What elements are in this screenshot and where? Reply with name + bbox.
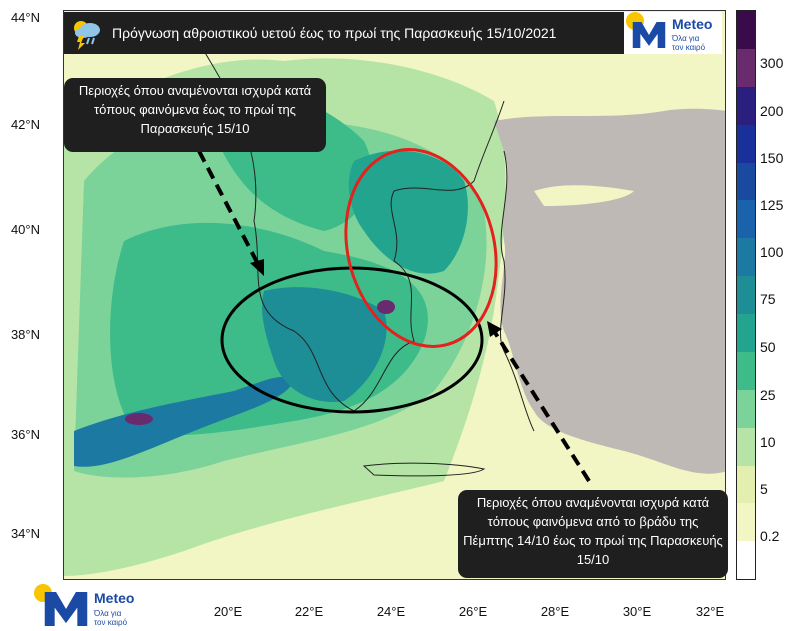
colorbar-label-0-2: 0.2 [760, 528, 780, 544]
turkey-west-coast [500, 150, 535, 432]
rain-cloud-lightning-icon [74, 21, 100, 50]
arrow-east-head [487, 321, 502, 337]
colorbar-segment [737, 48, 755, 87]
lat-label-36: 36°N [10, 427, 40, 442]
colorbar-label-150: 150 [760, 150, 784, 166]
precip-area-peloponnese [262, 287, 387, 402]
colorbar-segment [737, 541, 755, 580]
brand-slogan-2: τον καιρό [672, 43, 706, 52]
balkans-coastline [203, 50, 505, 412]
colorbar-segment [737, 465, 755, 504]
lon-label-28: 28°E [540, 604, 570, 619]
colorbar-segment [737, 313, 755, 352]
brand-name: Meteo [672, 16, 713, 32]
colorbar-segment [737, 162, 755, 201]
colorbar-segment [737, 389, 755, 428]
lon-label-30: 30°E [622, 604, 652, 619]
brand-slogan-1: Όλα για [94, 609, 122, 618]
crete-island [362, 462, 486, 477]
colorbar-label-100: 100 [760, 244, 784, 260]
colorbar-label-200: 200 [760, 103, 784, 119]
colorbar-label-75: 75 [760, 291, 776, 307]
highlight-ellipse-east [344, 148, 498, 348]
colorbar-segment [737, 276, 755, 315]
colorbar-label-25: 25 [760, 387, 776, 403]
lat-label-34: 34°N [10, 526, 40, 541]
callout-east: Περιοχές όπου αναμένονται ισχυρά κατά τό… [458, 490, 728, 578]
colorbar-segment [737, 124, 755, 163]
lon-label-26: 26°E [458, 604, 488, 619]
colorbar-segment [737, 503, 755, 542]
callout-west: Περιοχές όπου αναμένονται ισχυρά κατά τό… [64, 78, 326, 152]
colorbar-label-50: 50 [760, 339, 776, 355]
lon-label-24: 24°E [376, 604, 406, 619]
lon-label-32: 32°E [695, 604, 725, 619]
colorbar-label-5: 5 [760, 481, 768, 497]
map-title: Πρόγνωση αθροιστικού υετού έως το πρωί τ… [112, 25, 557, 41]
colorbar-segment [737, 86, 755, 125]
colorbar-segment [737, 200, 755, 239]
map-canvas [64, 50, 725, 577]
precip-core-greece [377, 300, 395, 314]
meteo-m-icon [44, 592, 88, 626]
precip-area-northeast [348, 150, 468, 274]
lat-label-38: 38°N [10, 327, 40, 342]
brand-slogan-2: τον καιρό [94, 618, 128, 627]
lat-label-40: 40°N [10, 222, 40, 237]
colorbar-segment [737, 351, 755, 390]
meteo-m-icon [632, 22, 666, 48]
lat-label-42: 42°N [10, 117, 40, 132]
arrow-west-head [250, 259, 264, 276]
colorbar-segment [737, 238, 755, 277]
map-title-bar: Πρόγνωση αθροιστικού υετού έως το πρωί τ… [64, 12, 624, 54]
colorbar-label-300: 300 [760, 55, 784, 71]
precip-core-west [125, 413, 153, 425]
arrow-east [492, 329, 591, 483]
colorbar-segment [737, 427, 755, 466]
colorbar-label-10: 10 [760, 434, 776, 450]
precip-area-blue-band [74, 376, 294, 467]
brand-slogan-1: Όλα για [672, 34, 700, 43]
lat-label-44: 44°N [10, 10, 40, 25]
meteo-logo-top: Meteo Όλα για τον καιρό [624, 12, 722, 54]
lon-label-22: 22°E [294, 604, 324, 619]
meteo-logo-bottom: Meteo Όλα για τον καιρό [32, 582, 152, 628]
lon-label-20: 20°E [213, 604, 243, 619]
colorbar-label-125: 125 [760, 197, 784, 213]
arrow-west [197, 150, 261, 267]
colorbar-segment [737, 11, 755, 49]
precipitation-map [63, 10, 726, 580]
precipitation-colorbar [736, 10, 756, 580]
brand-name: Meteo [94, 590, 135, 606]
marmara-sea [534, 185, 634, 206]
